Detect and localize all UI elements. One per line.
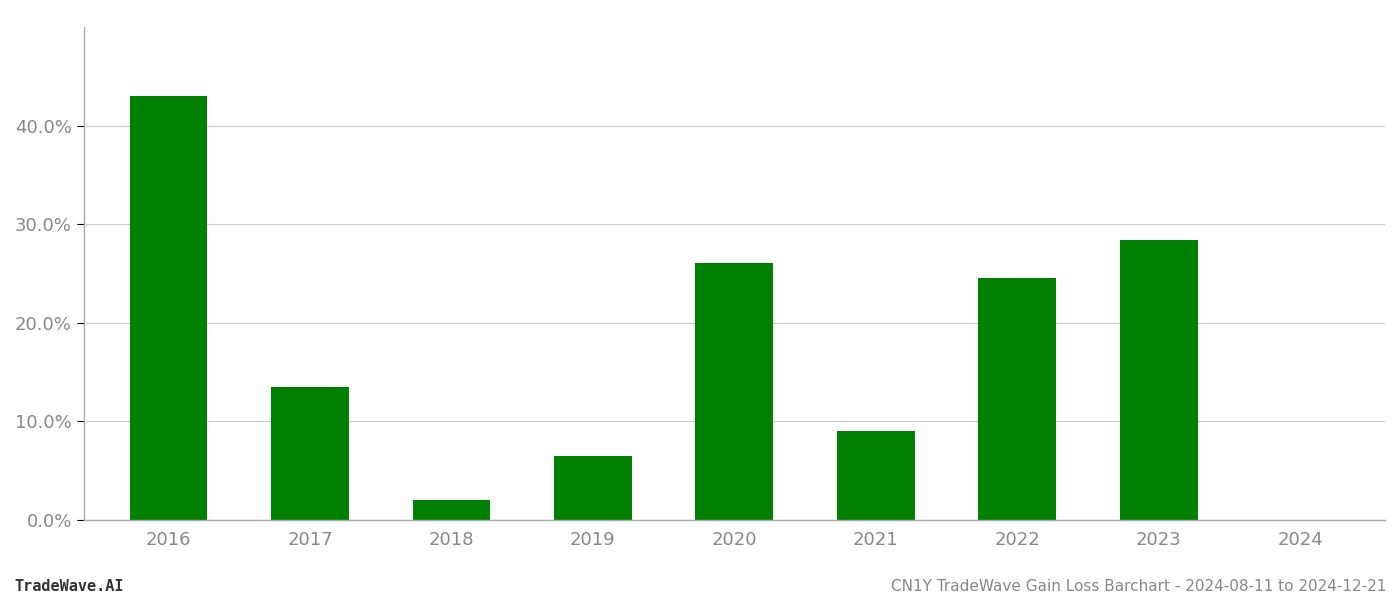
Text: TradeWave.AI: TradeWave.AI <box>14 579 123 594</box>
Bar <box>554 456 631 520</box>
Bar <box>413 500 490 520</box>
Bar <box>837 431 914 520</box>
Bar <box>272 387 349 520</box>
Bar <box>696 263 773 520</box>
Bar <box>130 96 207 520</box>
Bar <box>979 278 1056 520</box>
Bar <box>1120 240 1197 520</box>
Text: CN1Y TradeWave Gain Loss Barchart - 2024-08-11 to 2024-12-21: CN1Y TradeWave Gain Loss Barchart - 2024… <box>890 579 1386 594</box>
